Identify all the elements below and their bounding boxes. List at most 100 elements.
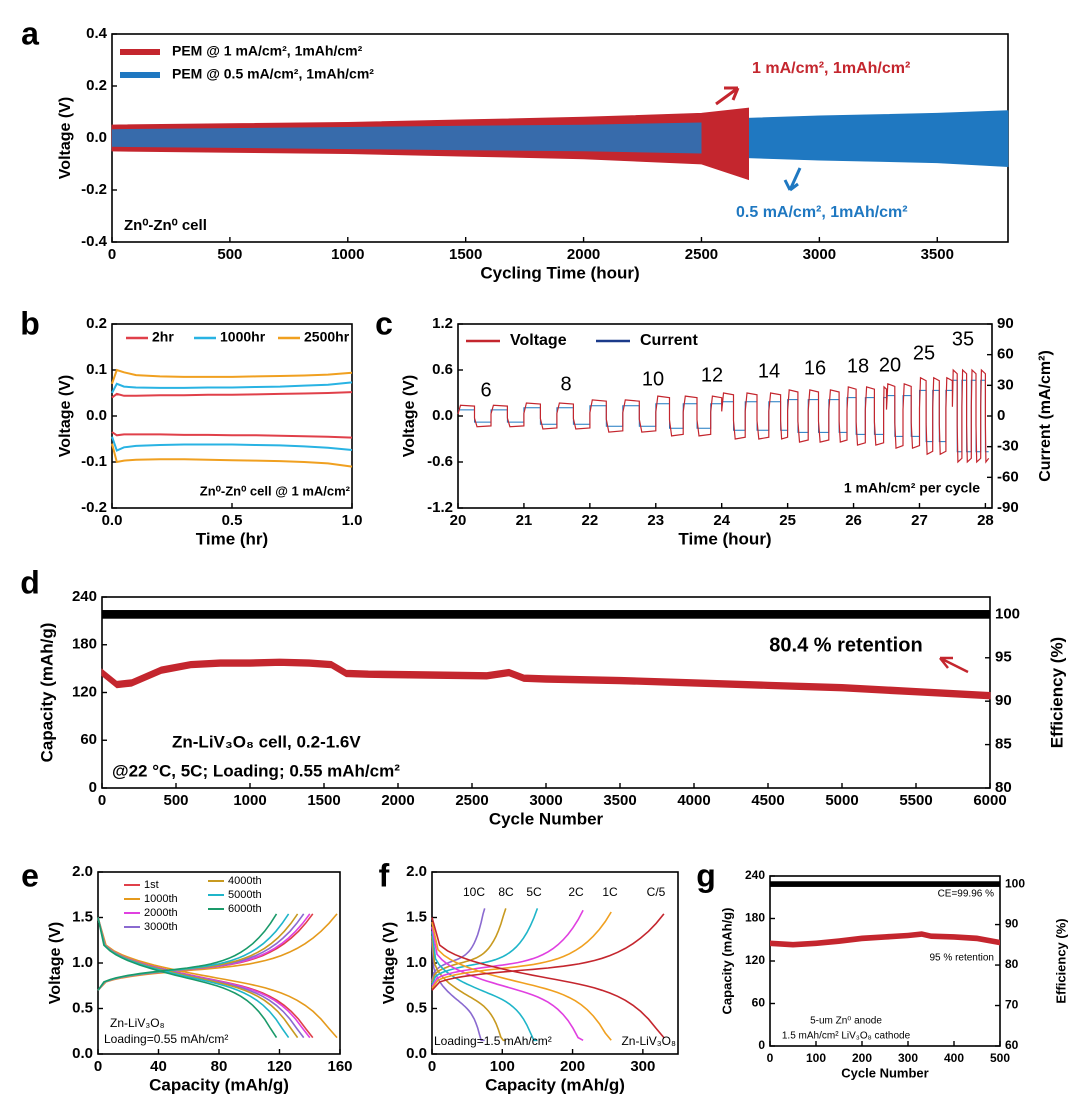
y-tick-label-b: 0.1 [86,361,107,378]
y-axis-label-e: Voltage (V) [47,922,64,1004]
y-tick-label-c: 1.2 [432,315,453,332]
annotation-arrow-retention [939,656,969,674]
panel-letter-d: d [20,564,40,600]
y2-tick-label-g: 80 [1005,957,1019,971]
x-tick-label-d: 5000 [825,792,858,809]
step-label: 12 [701,364,723,386]
legend-label-1st: 1st [144,879,159,891]
y2-tick-label-c: 30 [997,376,1014,393]
x-tick-label-e: 40 [150,1058,167,1075]
y-tick-label-f: 1.5 [406,908,427,925]
plot-frame-d [101,596,991,789]
y2-axis-label-c: Current (mA/cm²) [1037,350,1054,482]
rate-label-2C: 2C [568,885,584,899]
x-tick-label-d: 4500 [751,792,784,809]
panel-letter-a: a [21,15,39,51]
x-tick-label-a: 2500 [685,246,718,263]
y-tick-label-a: 0.2 [86,77,107,94]
legend-label-current: Current [640,332,698,349]
y-tick-label-f: 1.0 [406,954,427,971]
panel-letter-c: c [375,305,393,341]
x-tick-label-f: 300 [630,1058,655,1075]
curve-discharge-8C [431,935,506,1042]
legend-label-voltage: Voltage [510,332,567,349]
x-tick-label-a: 0 [108,246,116,263]
x-tick-label-b: 1.0 [342,512,363,529]
y-tick-label-e: 0.5 [72,999,93,1016]
y-tick-label-f: 0.5 [406,999,427,1016]
legend-label-4000th: 4000th [228,875,262,887]
x-tick-label-f: 200 [560,1058,585,1075]
legend-label-1000th: 1000th [144,893,178,905]
step-label: 16 [804,357,826,379]
curve-charge-5C [431,908,539,986]
legend-label-0.5mA: PEM @ 0.5 mA/cm², 1mAh/cm² [172,66,374,82]
annotation-retention: 80.4 % retention [769,634,922,656]
curve-charge-2C [431,909,584,988]
panel-letter-g: g [696,857,716,893]
series-current [458,379,989,453]
y-tick-label-g: 60 [752,996,766,1010]
y-tick-label-c: 0.6 [432,361,453,378]
series-voltage [457,368,990,464]
series-efficiency [102,610,990,619]
y-tick-label-e: 2.0 [72,863,93,880]
y-tick-label-e: 0.0 [72,1045,93,1062]
x-tick-label-c: 27 [911,512,928,529]
annotation-anode: 5-um Zn⁰ anode [810,1016,882,1027]
x-axis-label-b: Time (hr) [196,529,268,548]
x-tick-label-e: 160 [327,1058,352,1075]
y-tick-label-g: 0 [758,1038,765,1052]
x-tick-label-d: 3000 [529,792,562,809]
x-tick-label-d: 5500 [899,792,932,809]
x-tick-label-g: 100 [806,1051,826,1065]
y-tick-label-c: 0.0 [432,407,453,424]
annotation-loading: Loading=0.55 mAh/cm² [104,1032,228,1046]
y2-tick-label-c: -30 [997,438,1019,455]
step-label: 35 [952,328,974,350]
annotation-cell: Zn-LiV₃O₈ [110,1016,165,1030]
x-tick-label-d: 2500 [455,792,488,809]
legend-label-5000th: 5000th [228,889,262,901]
annotation-0.5mA: 0.5 mA/cm², 1mAh/cm² [736,204,908,221]
curve-charge-1C [431,911,612,989]
curve-charge-C/5 [431,913,665,991]
annotation-cathode: 1.5 mAh/cm² LiV₃O₈ cathode [782,1031,911,1042]
x-tick-label-d: 6000 [973,792,1006,809]
annotation-1mA: 1 mA/cm², 1mAh/cm² [752,60,910,77]
y2-tick-label-d: 95 [995,649,1012,666]
y-tick-label-b: 0.0 [86,407,107,424]
curve-discharge-1000th [97,917,338,1039]
step-label: 20 [879,354,901,376]
x-tick-label-c: 23 [647,512,664,529]
x-tick-label-e: 120 [267,1058,292,1075]
x-axis-label-a: Cycling Time (hour) [480,263,639,282]
y-tick-label-a: -0.4 [81,233,108,250]
y-axis-label-d: Capacity (mAh/g) [37,623,56,763]
y-tick-label-d: 240 [72,588,97,605]
y-tick-label-c: -0.6 [427,453,453,470]
x-tick-label-d: 4000 [677,792,710,809]
legend-label-6000th: 6000th [228,903,262,915]
y-tick-label-d: 180 [72,636,97,653]
rate-label-5C: 5C [526,885,542,899]
x-axis-label-e: Capacity (mAh/g) [149,1075,289,1094]
legend-label-2000th: 2000th [144,907,178,919]
x-tick-label-g: 200 [852,1051,872,1065]
x-axis-label-f: Capacity (mAh/g) [485,1075,625,1094]
curve-charge-2500hr [111,368,353,385]
y-axis-label-g: Capacity (mAh/g) [719,908,734,1015]
y2-tick-label-g: 70 [1005,998,1019,1012]
curve-discharge-6000th [97,917,278,1039]
annotation-cell: Zn-LiV₃O₈ [621,1034,676,1048]
x-tick-label-f: 100 [490,1058,515,1075]
annotation-cell: Zn-LiV₃O₈ cell, 0.2-1.6V [172,732,361,751]
x-tick-label-e: 0 [94,1058,102,1075]
x-axis-label-g: Cycle Number [841,1065,928,1080]
y2-tick-label-d: 80 [995,779,1012,796]
plot-frame-b [111,323,353,509]
x-tick-label-c: 22 [582,512,599,529]
annotation-conditions: @22 °C, 5C; Loading; 0.55 mAh/cm² [112,761,400,780]
annotation-arrow-0.5mA [783,167,802,192]
